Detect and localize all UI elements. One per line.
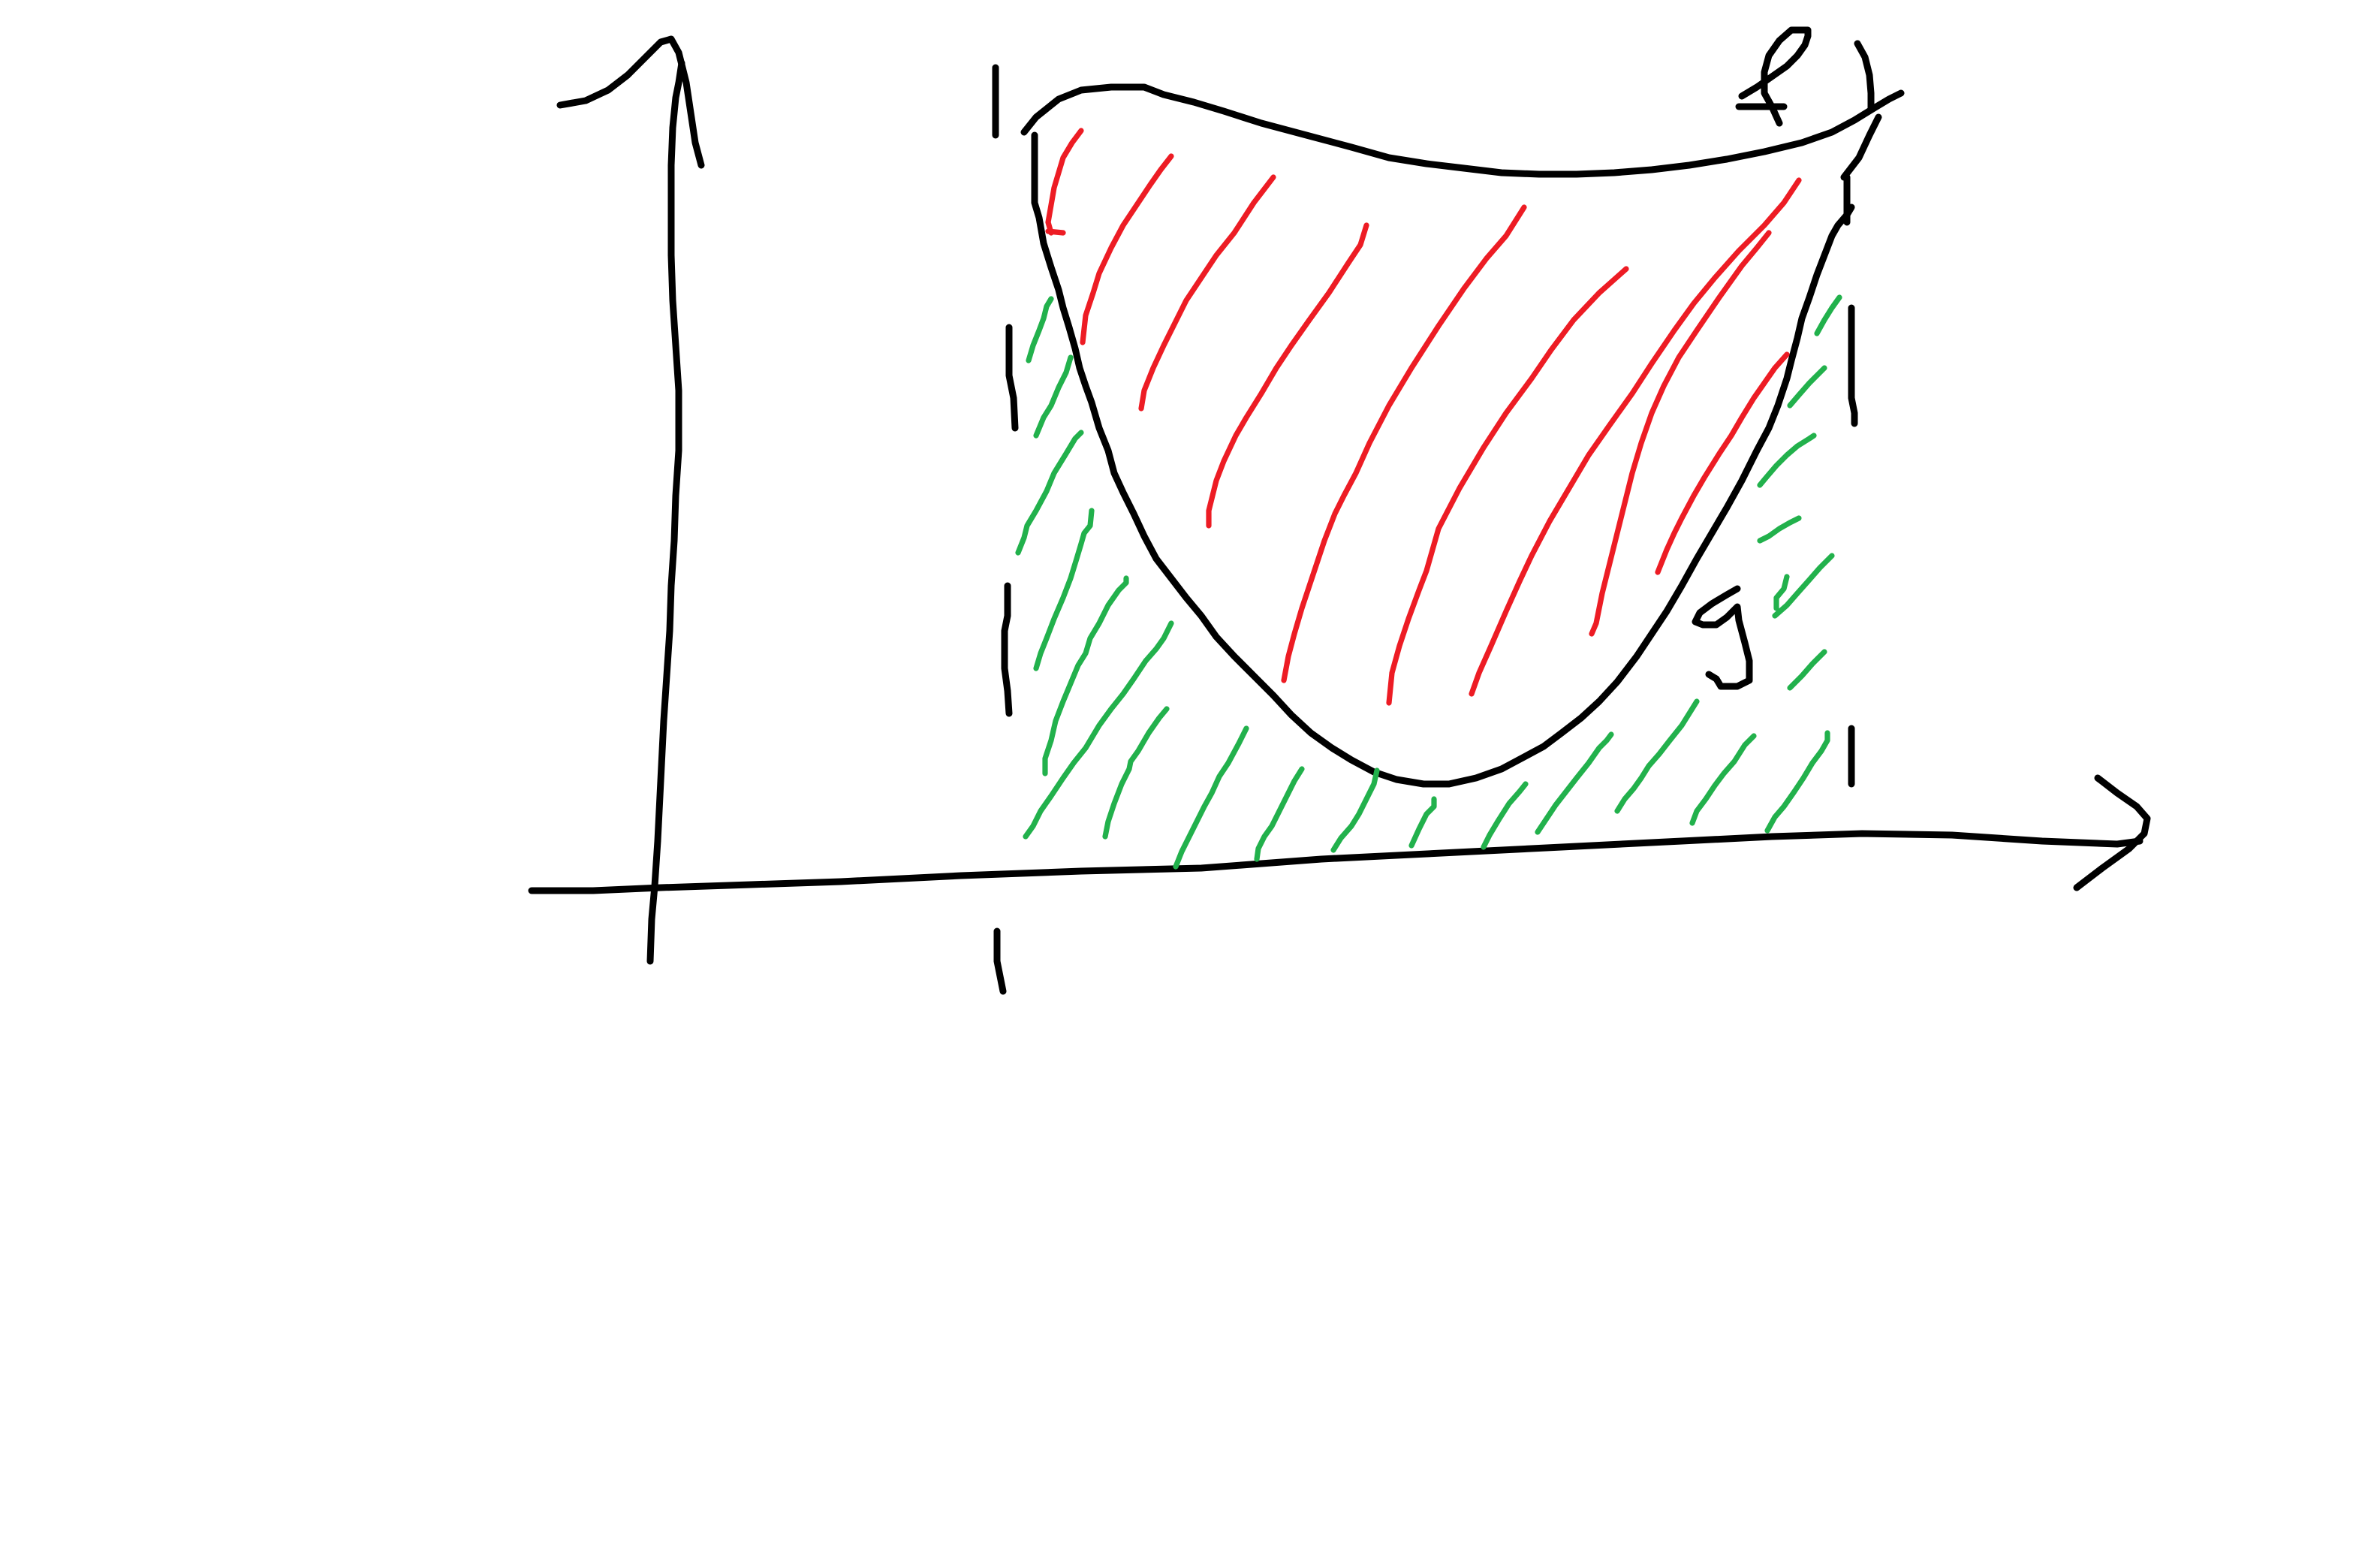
curve-g: [1031, 131, 1855, 788]
right-boundary-dashed: [1843, 173, 1858, 788]
curve-f-end-stroke: [1854, 40, 1875, 112]
curve-g-extension: [1840, 113, 1882, 181]
label-f: [1738, 26, 1812, 127]
axes: [528, 35, 2151, 965]
curve-f: [1020, 83, 1905, 178]
y-axis: [646, 59, 685, 965]
x-axis: [528, 830, 2144, 894]
y-axis-arrowhead: [556, 35, 705, 169]
red-hatching: [1045, 128, 1802, 706]
label-g: [1692, 585, 1753, 690]
left-boundary-dashed: [992, 64, 1019, 995]
green-hatching: [1015, 294, 1842, 870]
x-axis-arrowhead: [2073, 774, 2151, 891]
